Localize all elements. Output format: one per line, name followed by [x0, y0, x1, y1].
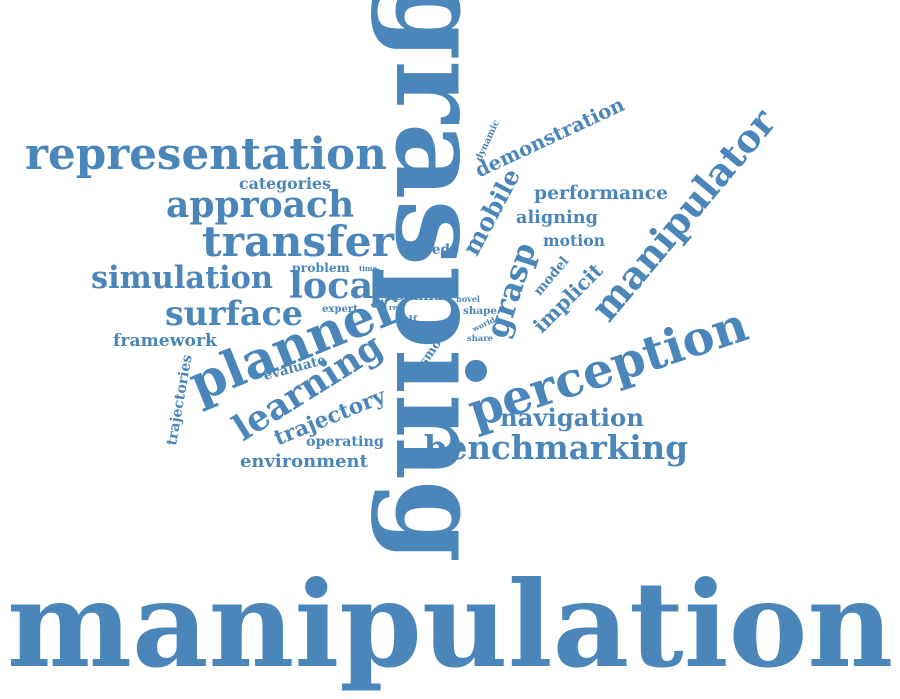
word-benchmarking: benchmarking — [424, 429, 688, 467]
word-performance: performance — [534, 181, 668, 204]
word-shape: shape — [463, 305, 498, 317]
word-representation: representation — [25, 129, 387, 180]
word-problem: problem — [292, 260, 350, 275]
word-trajectories: trajectories — [164, 353, 196, 447]
word-self: self — [397, 315, 417, 326]
word-manipulator: manipulator — [581, 99, 785, 330]
word-navigation: navigation — [500, 403, 644, 432]
word-environment: environment — [240, 451, 368, 472]
word-approach: approach — [166, 184, 355, 226]
word-time: time — [359, 263, 377, 273]
word-local: local — [289, 263, 388, 307]
word-simulation: simulation — [91, 260, 273, 296]
word-real: real — [389, 302, 405, 312]
word-similar: similar — [396, 288, 450, 304]
word-framework: framework — [113, 330, 217, 351]
word-aligning: aligning — [516, 207, 598, 228]
word-operating: operating — [306, 434, 384, 450]
word-share: share — [467, 333, 493, 343]
word-categories: categories — [239, 174, 331, 193]
word-based: based — [406, 242, 450, 258]
word-transfer: transfer — [202, 217, 394, 267]
word-surface: surface — [165, 293, 303, 333]
word-grasping: grasping — [368, 0, 508, 563]
word-novel: novel — [456, 294, 480, 304]
word-expert: expert — [322, 304, 358, 315]
word-manipulation: manipulation — [7, 555, 894, 694]
word-motion: motion — [543, 231, 606, 250]
